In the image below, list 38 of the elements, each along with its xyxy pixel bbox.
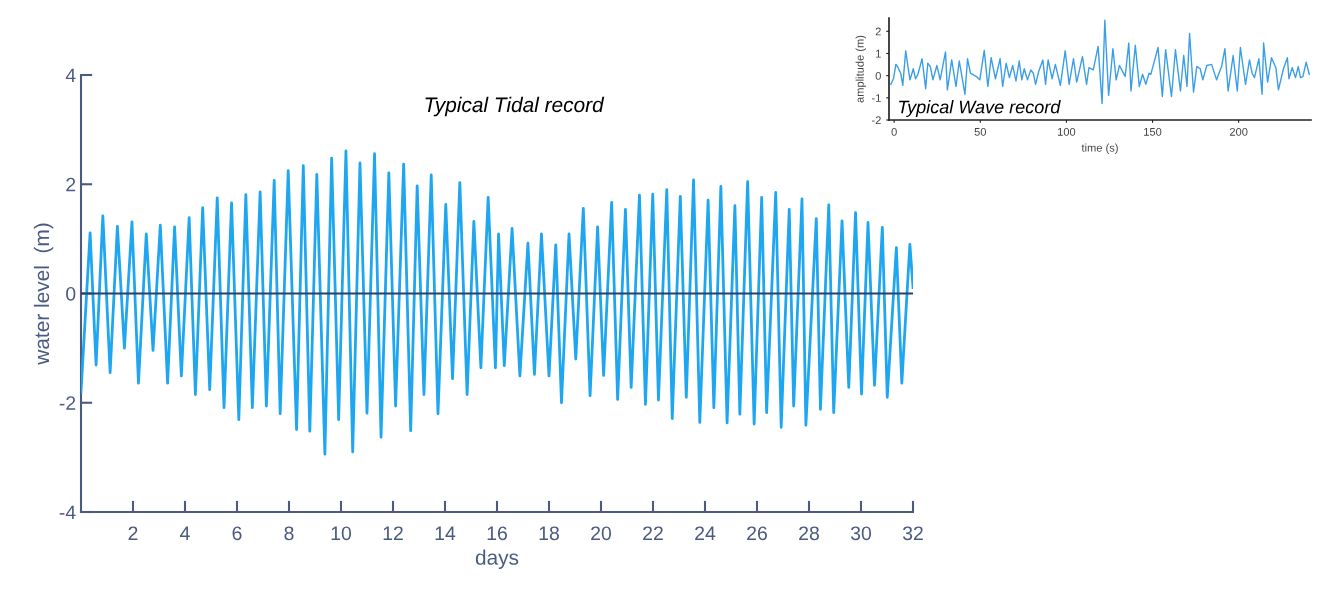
- x-tick-label: 4: [180, 526, 190, 540]
- x-tick-label: 50: [974, 127, 987, 136]
- x-tick-label: 12: [383, 526, 403, 540]
- x-axis-title: time (s): [1081, 143, 1118, 154]
- x-tick-label: 16: [487, 526, 507, 541]
- x-tick-label: 150: [1144, 127, 1162, 136]
- x-tick-label: 30: [850, 526, 872, 541]
- x-tick-label: 28: [799, 526, 819, 541]
- y-tick-label: -1: [871, 94, 881, 102]
- y-axis-title: water level (m): [33, 223, 54, 365]
- y-tick-label: -4: [59, 505, 76, 520]
- x-tick-label: 2: [128, 526, 138, 540]
- x-tick-label: 14: [435, 526, 456, 540]
- x-tick-label: 18: [539, 526, 559, 541]
- y-axis-title: amplitude (m): [855, 35, 866, 103]
- y-tick-label: 4: [65, 68, 76, 83]
- x-axis-title: days: [475, 549, 519, 569]
- y-tick-label: 2: [875, 27, 881, 36]
- line-series: [81, 149, 913, 456]
- y-tick-label: 2: [66, 177, 76, 192]
- x-tick-label: 32: [902, 526, 923, 541]
- y-tick-label: 0: [66, 286, 76, 301]
- x-tick-label: 0: [891, 127, 897, 136]
- x-tick-label: 26: [747, 526, 767, 541]
- annotation: Typical Wave record: [899, 100, 1061, 117]
- x-tick-label: 200: [1229, 127, 1248, 136]
- y-tick-label: 1: [876, 49, 881, 58]
- text: Typical Tidal record: [425, 96, 605, 117]
- x-tick-label: 24: [695, 526, 716, 540]
- y-tick-label: -2: [871, 116, 881, 125]
- y-tick-label: -2: [59, 396, 76, 410]
- x-tick-label: 20: [591, 526, 612, 541]
- x-tick-label: 100: [1057, 127, 1076, 136]
- x-tick-label: 10: [331, 526, 352, 541]
- x-tick-label: 6: [232, 526, 242, 541]
- y-tick-label: 0: [875, 71, 881, 80]
- x-tick-label: 8: [284, 526, 294, 541]
- x-tick-label: 22: [643, 526, 663, 540]
